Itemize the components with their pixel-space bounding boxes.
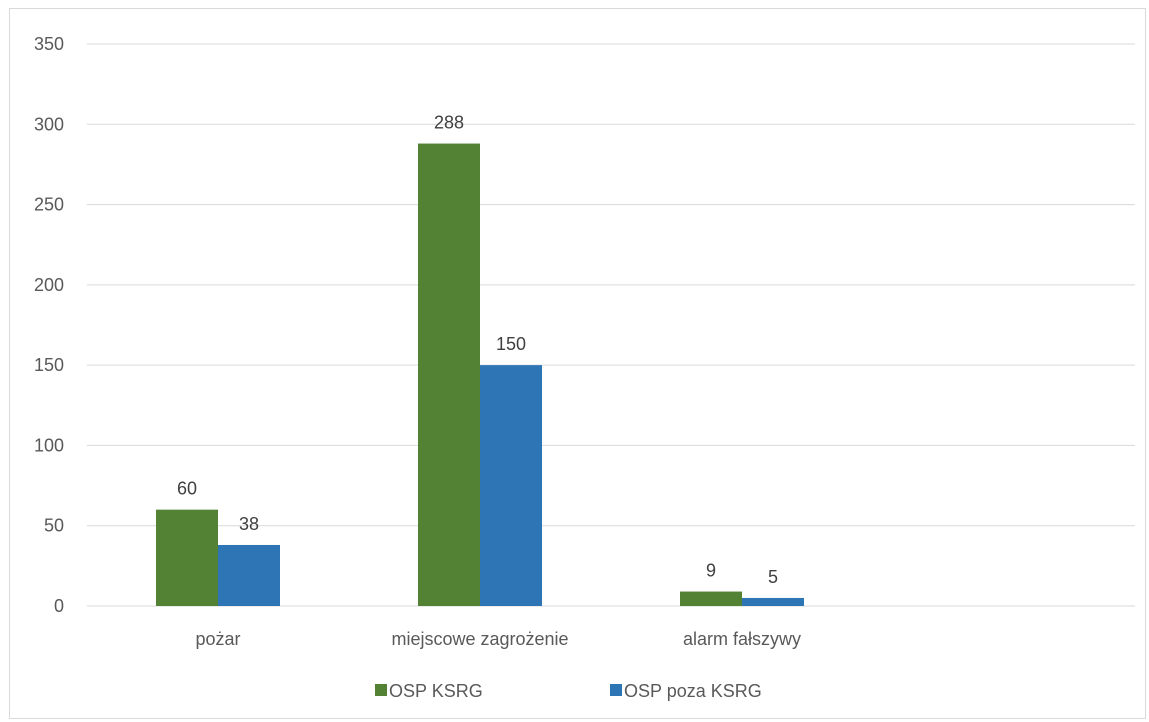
y-tick-label: 50 [44, 516, 64, 536]
y-tick-label: 350 [34, 34, 64, 54]
legend-label: OSP KSRG [389, 681, 483, 701]
legend-swatch [610, 684, 622, 696]
y-tick-label: 200 [34, 275, 64, 295]
bar [418, 143, 480, 606]
bar [680, 591, 742, 606]
data-label: 288 [434, 113, 464, 133]
y-tick-label: 100 [34, 435, 64, 455]
data-label: 60 [177, 479, 197, 499]
data-label: 5 [768, 567, 778, 587]
bar [156, 509, 218, 606]
bar [742, 597, 804, 606]
legend-label: OSP poza KSRG [624, 681, 762, 701]
data-label: 38 [239, 514, 259, 534]
bar [480, 365, 542, 606]
y-tick-label: 150 [34, 355, 64, 375]
x-category-label: pożar [195, 629, 240, 649]
x-category-label: alarm fałszywy [683, 629, 801, 649]
y-tick-label: 0 [54, 596, 64, 616]
y-tick-label: 300 [34, 114, 64, 134]
bar [218, 544, 280, 606]
legend-swatch [375, 684, 387, 696]
y-tick-label: 250 [34, 195, 64, 215]
x-category-label: miejscowe zagrożenie [391, 629, 568, 649]
data-label: 150 [496, 334, 526, 354]
data-label: 9 [706, 561, 716, 581]
